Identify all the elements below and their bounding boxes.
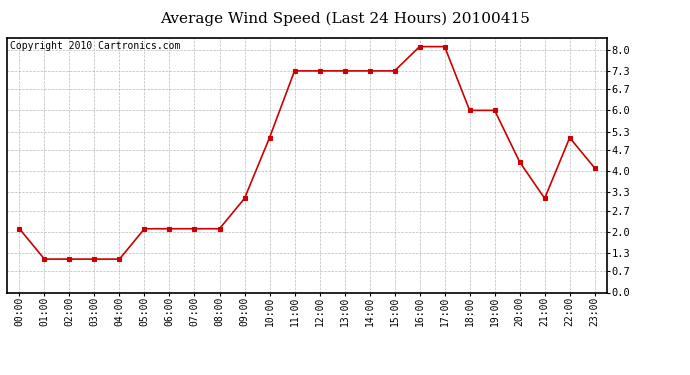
Text: Copyright 2010 Cartronics.com: Copyright 2010 Cartronics.com	[10, 41, 180, 51]
Text: Average Wind Speed (Last 24 Hours) 20100415: Average Wind Speed (Last 24 Hours) 20100…	[160, 11, 530, 26]
